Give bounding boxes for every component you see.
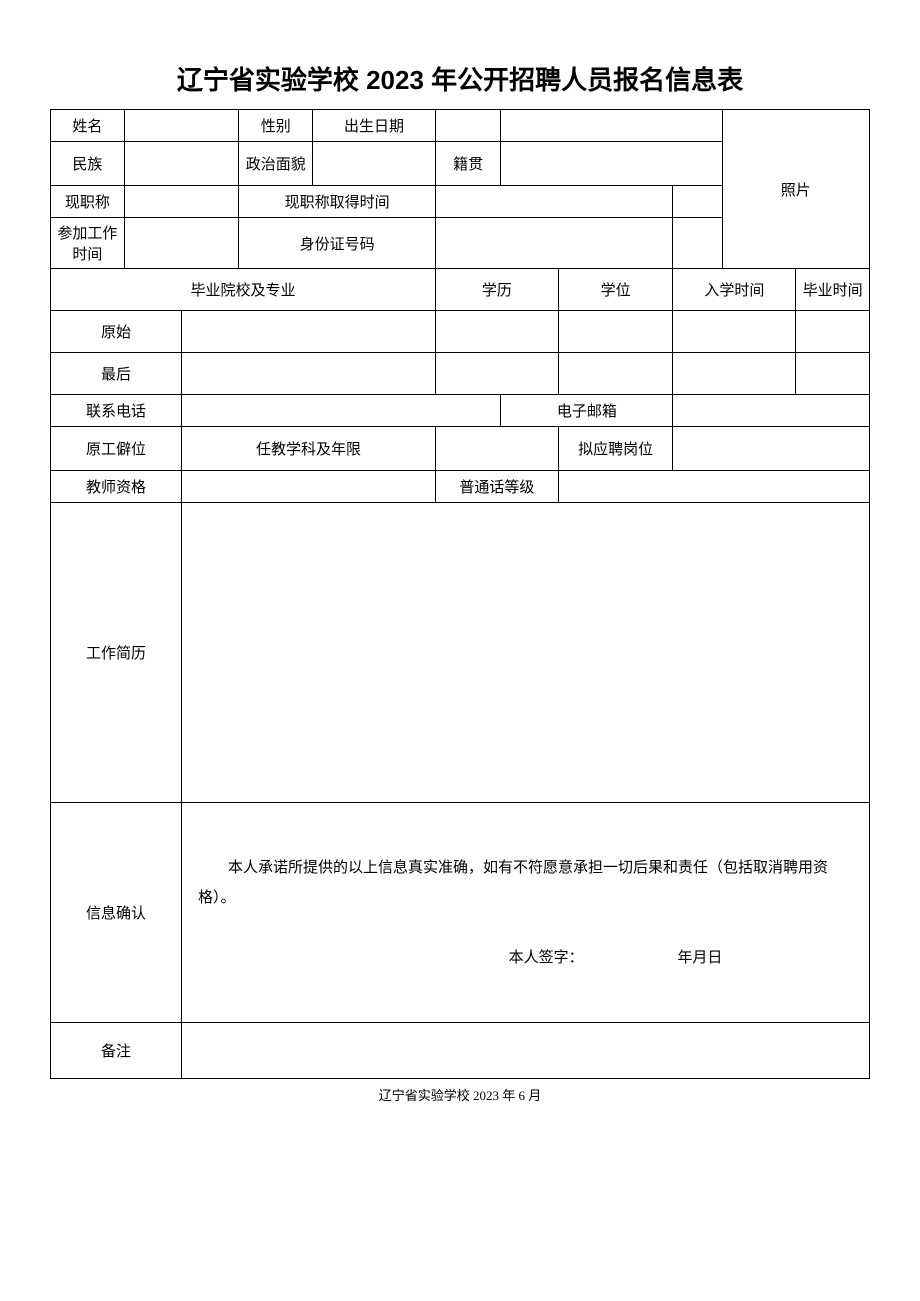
value-political[interactable] (313, 142, 436, 186)
label-origin: 籍贯 (435, 142, 501, 186)
label-apply-position: 拟应聘岗位 (558, 427, 673, 471)
value-last-enroll[interactable] (673, 353, 796, 395)
label-education: 学历 (435, 269, 558, 311)
value-teacher-cert[interactable] (182, 471, 436, 503)
label-degree: 学位 (558, 269, 673, 311)
value-last-school[interactable] (182, 353, 436, 395)
value-mandarin-level[interactable] (558, 471, 869, 503)
label-title-date: 现职称取得时间 (239, 186, 436, 218)
value-birth[interactable] (501, 110, 722, 142)
label-grad-date: 毕业时间 (796, 269, 870, 311)
sign-line: 本人签字： 年月日 (198, 943, 853, 973)
value-original-degree[interactable] (558, 311, 673, 353)
value-phone[interactable] (182, 395, 501, 427)
value-email[interactable] (673, 395, 870, 427)
value-gender[interactable] (435, 110, 501, 142)
value-original-education[interactable] (435, 311, 558, 353)
spacer-2 (673, 218, 722, 269)
label-work-start: 参加工作时间 (51, 218, 125, 269)
label-teach-subject: 任教学科及年限 (182, 427, 436, 471)
label-ethnic: 民族 (51, 142, 125, 186)
label-political: 政治面貌 (239, 142, 313, 186)
value-name[interactable] (124, 110, 239, 142)
registration-table: 姓名 性别 出生日期 照片 民族 政治面貌 籍贯 现职称 现职称取得时间 参加工… (50, 109, 870, 1079)
value-id-number[interactable] (435, 218, 673, 269)
value-last-education[interactable] (435, 353, 558, 395)
label-name: 姓名 (51, 110, 125, 142)
label-school: 毕业院校及专业 (51, 269, 436, 311)
page-title: 辽宁省实验学校 2023 年公开招聘人员报名信息表 (50, 60, 870, 97)
value-last-degree[interactable] (558, 353, 673, 395)
label-email: 电子邮箱 (501, 395, 673, 427)
value-origin[interactable] (501, 142, 722, 186)
value-original-school[interactable] (182, 311, 436, 353)
label-remark: 备注 (51, 1023, 182, 1079)
label-mandarin-level: 普通话等级 (435, 471, 558, 503)
value-current-title[interactable] (124, 186, 239, 218)
label-orig-position: 原工僻位 (51, 427, 182, 471)
value-teach-subject[interactable] (435, 427, 558, 471)
label-last: 最后 (51, 353, 182, 395)
label-original: 原始 (51, 311, 182, 353)
label-work-history: 工作简历 (51, 503, 182, 803)
value-original-grad[interactable] (796, 311, 870, 353)
confirm-promise: 本人承诺所提供的以上信息真实准确，如有不符愿意承担一切后果和责任（包括取消聘用资… (198, 853, 853, 913)
value-last-grad[interactable] (796, 353, 870, 395)
label-current-title: 现职称 (51, 186, 125, 218)
page-footer: 辽宁省实验学校 2023 年 6 月 (50, 1085, 870, 1104)
date-label: 年月日 (677, 950, 722, 966)
label-id-number: 身份证号码 (239, 218, 436, 269)
value-title-date[interactable] (435, 186, 673, 218)
label-phone: 联系电话 (51, 395, 182, 427)
label-enroll-date: 入学时间 (673, 269, 796, 311)
label-gender: 性别 (239, 110, 313, 142)
value-work-history[interactable] (182, 503, 870, 803)
value-work-start[interactable] (124, 218, 239, 269)
label-teacher-cert: 教师资格 (51, 471, 182, 503)
label-photo: 照片 (722, 110, 869, 269)
value-ethnic[interactable] (124, 142, 239, 186)
value-remark[interactable] (182, 1023, 870, 1079)
spacer-1 (673, 186, 722, 218)
label-birth: 出生日期 (313, 110, 436, 142)
label-info-confirm: 信息确认 (51, 803, 182, 1023)
value-apply-position[interactable] (673, 427, 870, 471)
sign-label: 本人签字： (509, 950, 584, 966)
confirm-text-cell: 本人承诺所提供的以上信息真实准确，如有不符愿意承担一切后果和责任（包括取消聘用资… (182, 803, 870, 1023)
value-original-enroll[interactable] (673, 311, 796, 353)
